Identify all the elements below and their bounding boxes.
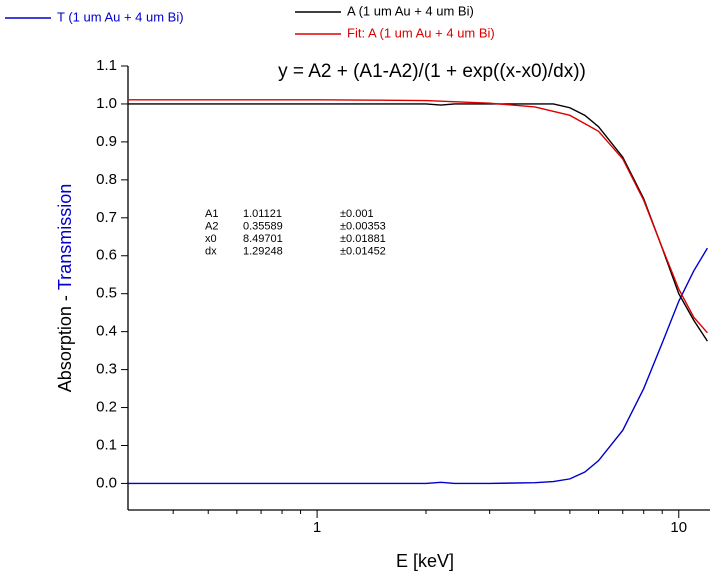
- chart-title: y = A2 + (A1-A2)/(1 + exp((x-x0)/dx)): [278, 61, 586, 82]
- legend-label: Fit: A (1 um Au + 4 um Bi): [347, 25, 495, 40]
- y-tick-label: 0.5: [96, 285, 117, 302]
- fit-parameter: 1.29248: [243, 245, 283, 257]
- y-tick-label: 1.1: [96, 57, 117, 74]
- y-axis-label-part: Absorption -: [55, 295, 75, 392]
- fit-parameter: 1.01121: [243, 208, 282, 220]
- x-tick-label: 1: [313, 519, 321, 536]
- fit-parameter: ±0.01452: [340, 245, 386, 257]
- fit-parameter: 0.35589: [243, 220, 283, 232]
- y-tick-label: 0.8: [96, 171, 117, 188]
- y-tick-label: 0.4: [96, 323, 117, 340]
- fit-parameter: ±0.001: [340, 208, 374, 220]
- fit-parameter: A1: [205, 208, 218, 220]
- y-tick-label: 0.9: [96, 133, 117, 150]
- y-tick-label: 0.3: [96, 361, 117, 378]
- y-axis-label: Absorption - Transmission: [55, 184, 75, 392]
- series-line: [128, 99, 708, 334]
- y-tick-label: 0.7: [96, 209, 117, 226]
- x-tick-label: 10: [670, 519, 687, 536]
- y-axis-label-part: Transmission: [55, 184, 75, 290]
- x-axis-label: E [keV]: [396, 551, 454, 571]
- legend-label: T (1 um Au + 4 um Bi): [57, 9, 184, 24]
- fit-parameter: x0: [205, 233, 217, 245]
- y-tick-label: 0.2: [96, 399, 117, 416]
- legend-label: A (1 um Au + 4 um Bi): [347, 3, 474, 18]
- fit-parameter: ±0.00353: [340, 220, 386, 232]
- y-tick-label: 1.0: [96, 95, 117, 112]
- fit-parameter: dx: [205, 245, 217, 257]
- fit-parameter: ±0.01881: [340, 233, 386, 245]
- series-line: [128, 247, 709, 485]
- y-tick-label: 0.1: [96, 436, 117, 453]
- fit-parameter: 8.49701: [243, 233, 283, 245]
- y-tick-label: 0.6: [96, 247, 117, 264]
- fit-parameter: A2: [205, 220, 218, 232]
- y-tick-label: 0.0: [96, 474, 117, 491]
